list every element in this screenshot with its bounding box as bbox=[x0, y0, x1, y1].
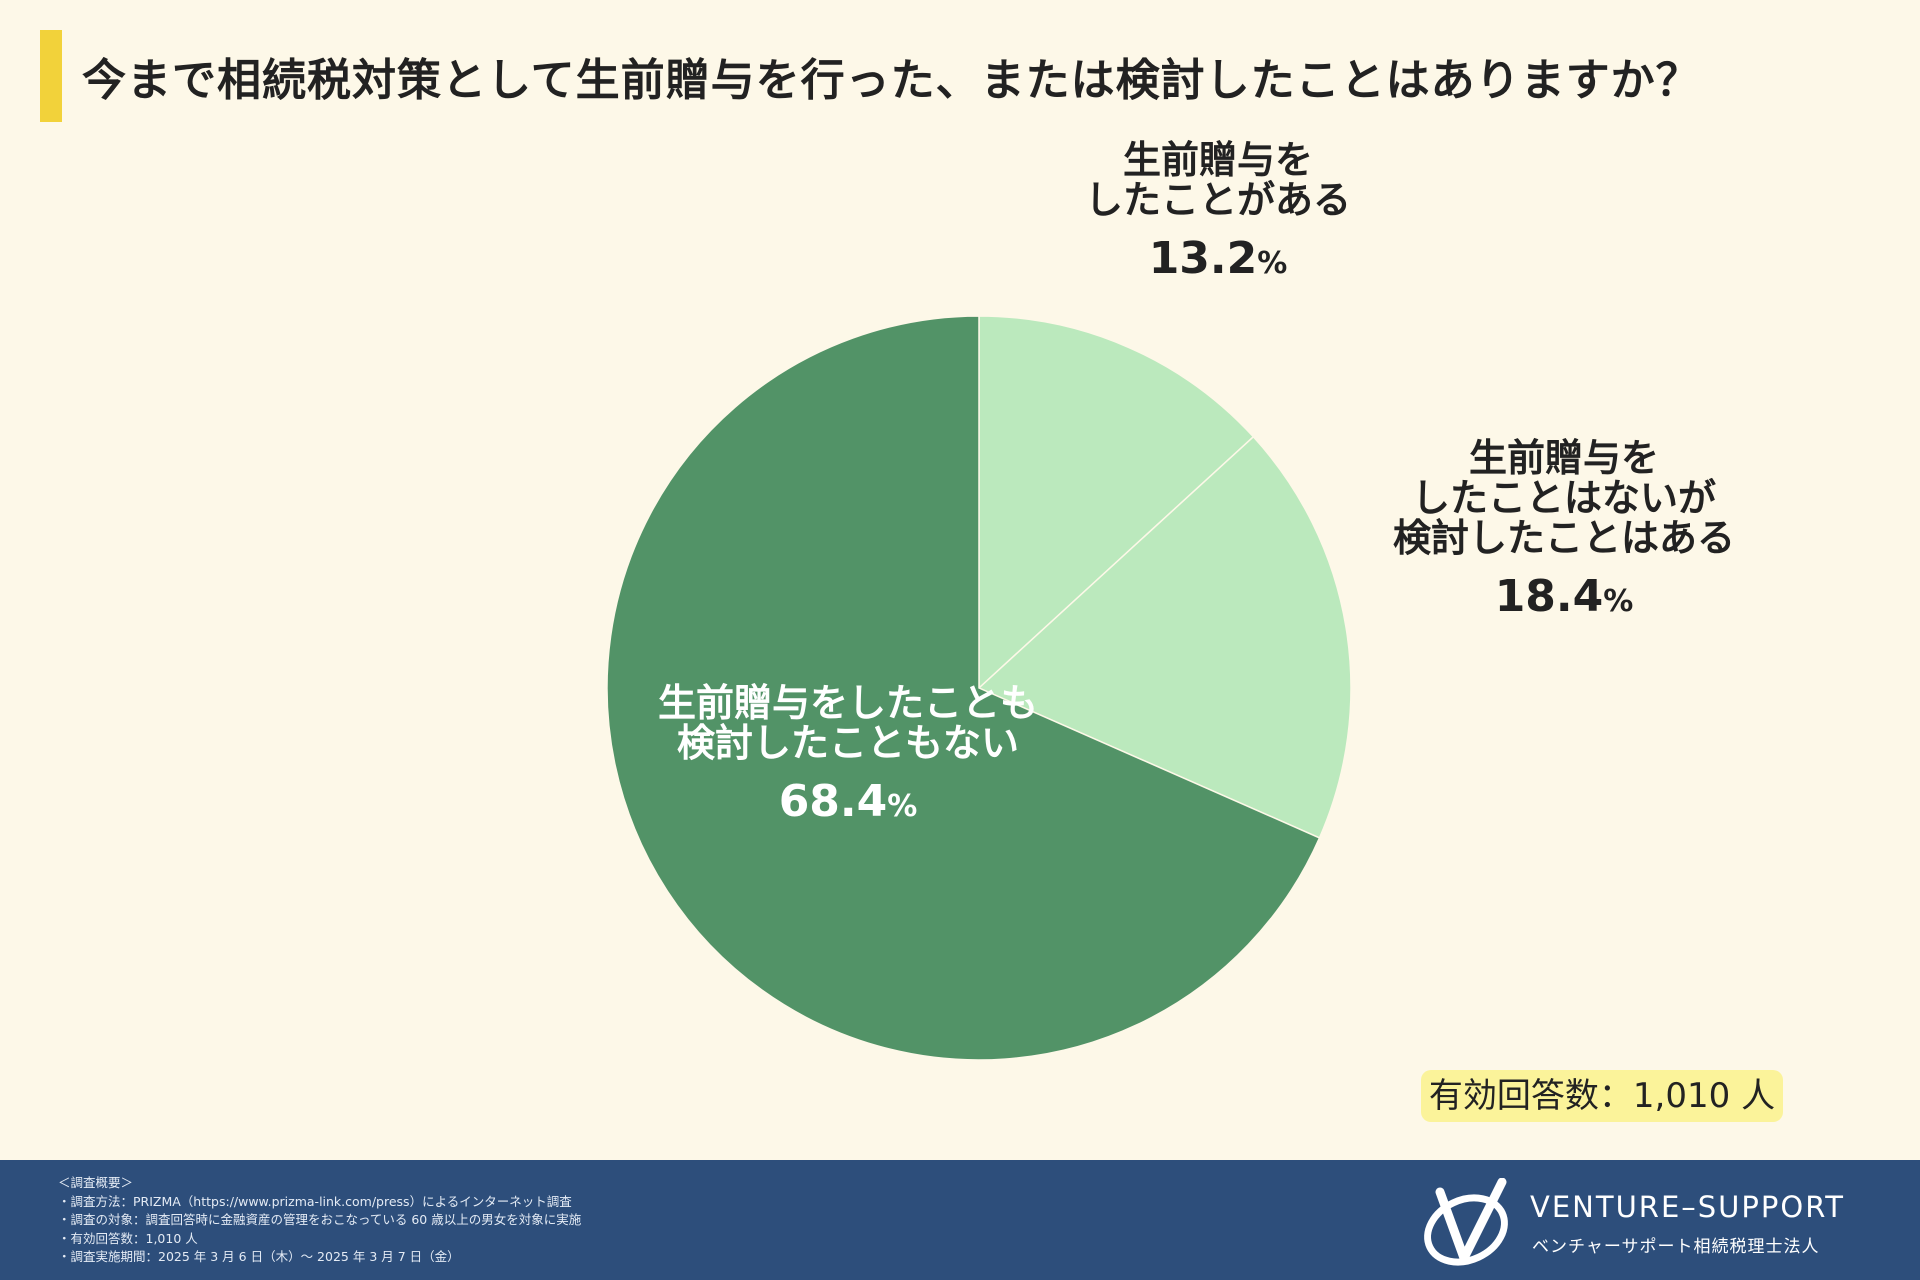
slice-value: 13.2 bbox=[1149, 233, 1258, 284]
slice-label-line: したことはないが bbox=[1412, 476, 1716, 520]
slice-value: 18.4 bbox=[1495, 571, 1604, 622]
slice-label-line: 生前贈与をしたことも bbox=[658, 681, 1038, 725]
v-logo-icon bbox=[1424, 1178, 1508, 1266]
title-accent-bar bbox=[40, 30, 62, 122]
pie-chart: 生前贈与をしたことがある 13.2%生前贈与をしたことはないが検討したことはある 1… bbox=[606, 138, 1735, 1061]
slice-label: 生前贈与をしたことがある 13.2% bbox=[1085, 138, 1351, 284]
respondents-badge: 有効回答数：1,010 人 bbox=[1421, 1070, 1783, 1122]
slice-label-line: 検討したこともない bbox=[677, 721, 1019, 765]
survey-notes: ＜調査概要＞ ・調査方法：PRIZMA（https://www.prizma-l… bbox=[58, 1174, 581, 1267]
survey-note-line: ・有効回答数：1,010 人 bbox=[58, 1230, 198, 1246]
slice-label-line: 生前贈与を bbox=[1123, 138, 1313, 182]
slice-unit: % bbox=[1603, 584, 1633, 619]
slice-value: 68.4 bbox=[779, 776, 888, 827]
pie-slice bbox=[606, 315, 1321, 1061]
brand-logo: VENTURE–SUPPORT ベンチャーサポート相続税理士法人 bbox=[1418, 1176, 1878, 1272]
slice-label: 生前贈与をしたことはないが検討したことはある 18.4% bbox=[1393, 436, 1735, 622]
pie-slice bbox=[978, 315, 1255, 690]
slice-label-line: 生前贈与を bbox=[1469, 436, 1659, 480]
page-title: 今まで相続税対策として生前贈与を行った、または検討したことはありますか？ bbox=[82, 55, 1701, 106]
survey-note-line: ・調査方法：PRIZMA（https://www.prizma-link.com… bbox=[58, 1193, 572, 1209]
brand-subtitle: ベンチャーサポート相続税理士法人 bbox=[1532, 1237, 1820, 1257]
slice-label-line: したことがある bbox=[1085, 178, 1351, 222]
slice-unit: % bbox=[887, 789, 917, 824]
slice-label-line: 検討したことはある bbox=[1393, 516, 1735, 560]
survey-note-line: ・調査の対象：調査回答時に金融資産の管理をおこなっている 60 歳以上の男女を対… bbox=[58, 1212, 582, 1227]
slice-label: 生前贈与をしたことも検討したこともない 68.4% bbox=[658, 681, 1038, 827]
footer: ＜調査概要＞ ・調査方法：PRIZMA（https://www.prizma-l… bbox=[0, 1160, 1920, 1280]
survey-note-line: ・調査実施期間：2025 年 3 月 6 日（木）～ 2025 年 3 月 7 … bbox=[58, 1249, 460, 1264]
slice-unit: % bbox=[1257, 246, 1287, 281]
survey-note-line: ＜調査概要＞ bbox=[58, 1175, 134, 1190]
brand-name: VENTURE–SUPPORT bbox=[1530, 1190, 1845, 1224]
pie-slice bbox=[977, 435, 1352, 839]
